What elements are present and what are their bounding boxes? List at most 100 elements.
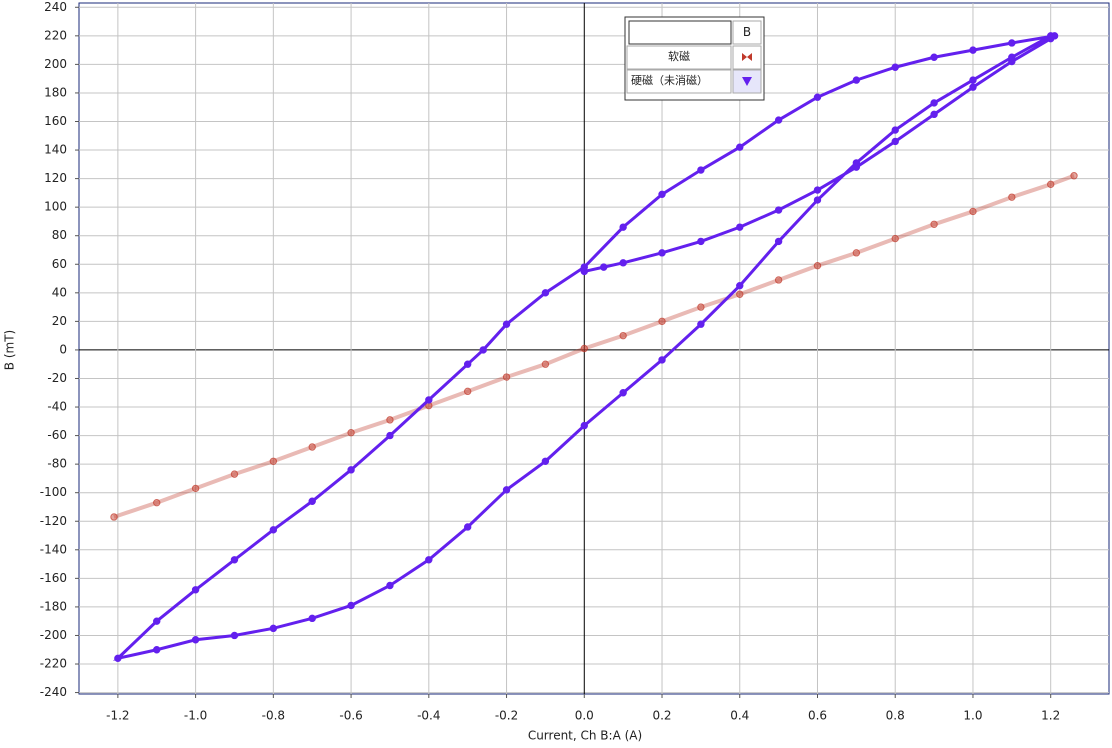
data-point: [930, 110, 938, 119]
data-point: [230, 470, 239, 478]
data-point: [697, 320, 705, 328]
data-point: [774, 116, 783, 124]
data-point: [1046, 180, 1055, 189]
x-tick-label: -0.2: [495, 709, 518, 723]
data-point: [153, 617, 161, 625]
y-tick-label: -160: [40, 571, 67, 585]
data-point: [852, 249, 861, 257]
data-point: [110, 513, 118, 521]
data-point: [463, 523, 472, 531]
data-point: [852, 159, 861, 167]
legend-cell: [732, 20, 762, 45]
data-point: [386, 581, 394, 590]
data-point: [619, 331, 627, 340]
y-tick-label: 20: [52, 314, 67, 328]
data-point: [930, 99, 938, 107]
y-axis-label: B (mT): [3, 330, 17, 370]
data-point: [619, 389, 627, 397]
x-tick-label: 0.6: [808, 709, 827, 723]
data-point: [191, 586, 200, 594]
y-tick-label: -140: [40, 542, 67, 556]
data-point: [502, 373, 511, 381]
data-point: [347, 466, 355, 474]
x-tick-label: -0.4: [417, 709, 440, 723]
y-tick-label: -100: [40, 485, 67, 499]
data-point: [774, 206, 783, 214]
y-tick-label: -120: [40, 514, 67, 528]
legend-cell: [628, 20, 732, 45]
data-point: [619, 223, 627, 231]
data-point: [463, 360, 472, 368]
x-tick-label: 1.0: [963, 709, 982, 723]
data-point: [269, 624, 278, 633]
data-point: [969, 207, 977, 216]
y-tick-label: 100: [44, 200, 67, 214]
data-point: [308, 497, 316, 505]
data-point: [502, 486, 511, 494]
data-point: [891, 126, 899, 134]
legend-title: B: [743, 25, 751, 39]
y-tick-label: 120: [44, 171, 67, 185]
data-point: [269, 457, 278, 465]
x-tick-label: -0.8: [262, 709, 285, 723]
x-tick-label: 0.8: [886, 709, 905, 723]
legend-label: 软磁: [668, 49, 690, 63]
y-tick-label: 160: [44, 114, 67, 128]
x-tick-label: 0.4: [730, 709, 749, 723]
data-point: [269, 526, 278, 534]
plot-area: [78, 2, 1110, 695]
x-tick-label: 1.2: [1041, 709, 1060, 723]
y-tick-label: -40: [47, 400, 67, 414]
y-tick-label: -200: [40, 628, 67, 642]
data-point: [502, 320, 511, 328]
data-point: [697, 237, 705, 246]
y-tick-label: 40: [52, 285, 67, 299]
y-tick-label: -220: [40, 657, 67, 671]
legend-cell: [626, 45, 732, 70]
x-axis-label: Current, Ch B:A (A): [528, 729, 642, 743]
data-point: [891, 137, 899, 146]
data-point: [891, 63, 899, 71]
data-point: [930, 53, 938, 61]
data-point: [153, 498, 161, 507]
y-tick-label: 180: [44, 85, 67, 99]
data-point: [386, 416, 394, 424]
data-point: [230, 556, 239, 564]
data-point: [580, 263, 588, 271]
data-point: [1008, 193, 1016, 201]
data-point: [230, 631, 239, 640]
data-point: [813, 261, 822, 270]
data-point: [191, 484, 200, 493]
data-point: [114, 654, 122, 663]
x-tick-label: -1.0: [184, 709, 207, 723]
y-tick-label: 220: [44, 28, 67, 42]
data-point: [736, 281, 744, 290]
data-point: [541, 457, 550, 465]
data-point: [1008, 39, 1016, 47]
x-tick-label: 0.0: [575, 709, 594, 723]
legend-marker: [742, 77, 752, 86]
legend-cell: [626, 69, 732, 94]
y-tick-label: 60: [52, 257, 67, 271]
data-point: [308, 443, 316, 451]
data-point: [658, 249, 666, 257]
y-tick-label: 80: [52, 228, 67, 242]
data-point: [969, 76, 977, 84]
data-point: [425, 396, 433, 404]
data-point: [736, 223, 744, 231]
data-point: [386, 431, 394, 440]
data-point: [930, 220, 938, 228]
data-point: [1046, 32, 1055, 40]
data-point: [891, 234, 899, 243]
data-point: [347, 429, 355, 437]
x-tick-label: -1.2: [106, 709, 129, 723]
legend-label: 硬磁（未消磁）: [631, 73, 708, 87]
data-point: [541, 360, 550, 368]
data-point: [479, 346, 487, 354]
series-line: [112, 34, 1056, 661]
data-point: [580, 421, 588, 430]
data-point: [580, 344, 588, 353]
x-tick-label: 0.2: [652, 709, 671, 723]
data-point: [600, 263, 608, 271]
